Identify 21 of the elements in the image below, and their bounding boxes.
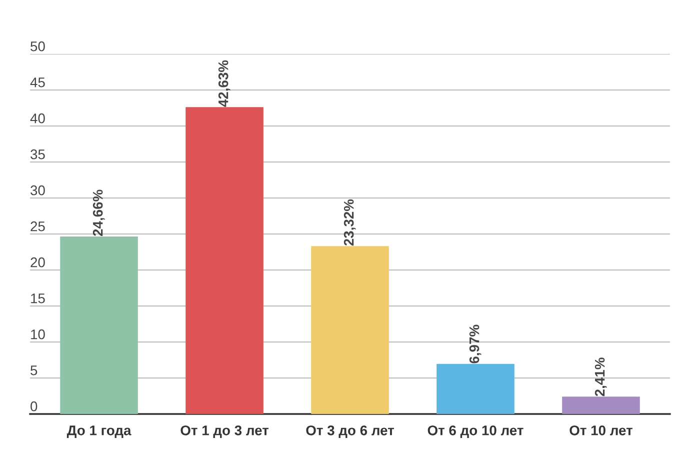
x-tick-label: От 6 до 10 лет xyxy=(428,425,524,438)
y-tick-label: 10 xyxy=(31,329,45,340)
data-label: 23,32% xyxy=(344,199,356,246)
data-label: 24,66% xyxy=(92,190,105,236)
x-tick-label: До 1 года xyxy=(66,426,132,438)
y-tick-label: 0 xyxy=(30,401,38,412)
y-tick-label: 40 xyxy=(30,113,45,124)
y-tick-label: 15 xyxy=(31,294,45,304)
x-tick-label: От 1 до 3 лет xyxy=(180,425,269,438)
y-tick-label: 45 xyxy=(30,78,45,88)
x-tick-label: От 10 лет xyxy=(570,425,632,436)
y-tick-label: 35 xyxy=(30,149,45,160)
data-label: 6,97% xyxy=(469,324,482,364)
y-tick-label: 5 xyxy=(30,366,38,376)
x-tick-label: От 3 до 6 лет xyxy=(306,425,394,438)
y-tick-label: 25 xyxy=(30,221,45,232)
y-tick-label: 20 xyxy=(30,257,45,268)
y-tick-label: 50 xyxy=(30,41,45,52)
data-label: 2,41% xyxy=(594,358,607,396)
data-label: 42,63% xyxy=(218,60,230,107)
y-tick-label: 30 xyxy=(30,185,45,196)
